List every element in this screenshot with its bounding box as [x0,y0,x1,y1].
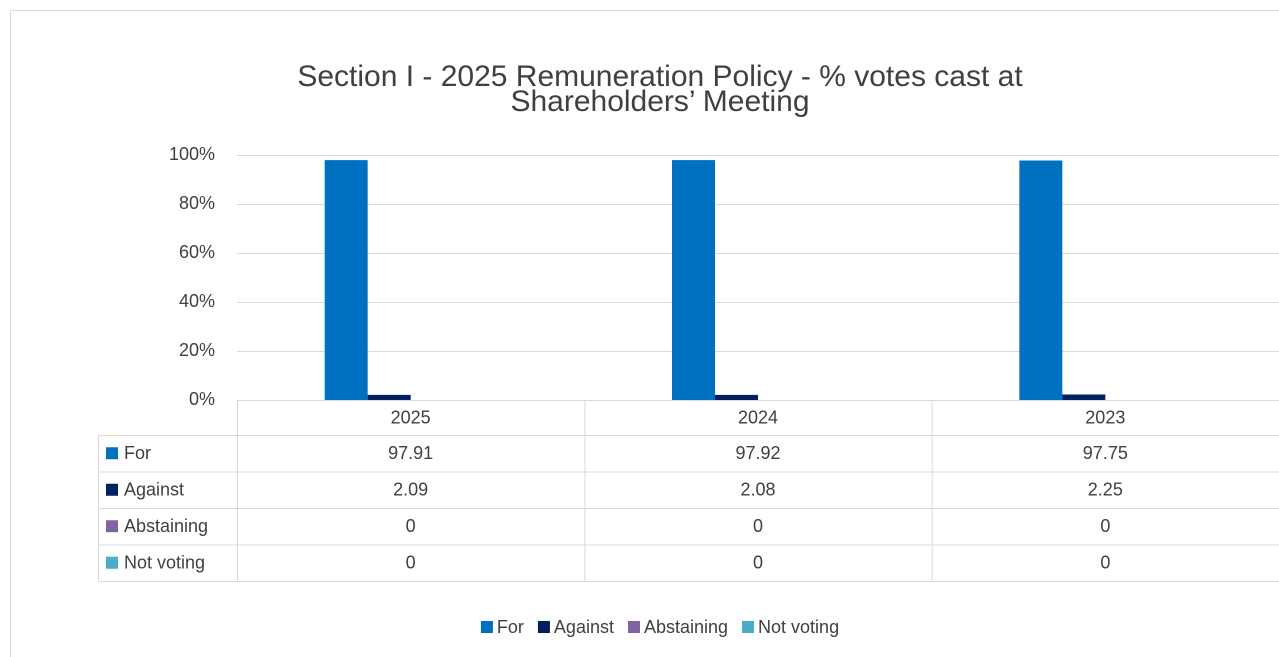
y-tick-label: 0% [189,389,215,409]
table-legend-key [106,556,118,569]
category-label: 2024 [738,407,778,427]
legend-key [627,621,640,633]
legend-key [537,621,550,633]
table-value: 2.08 [740,480,775,500]
table-value: 0 [1100,553,1110,573]
table-value: 97.91 [388,443,433,463]
chart-border [10,10,1279,657]
table-value: 2.09 [393,480,428,500]
table-value: 0 [753,553,763,573]
y-tick-label: 80% [179,193,215,213]
table-value: 97.75 [1083,443,1128,463]
y-tick-label: 100% [169,144,215,164]
bar [672,160,715,400]
table-legend-key [106,447,118,460]
table-value: 0 [406,553,416,573]
legend-key [480,621,493,633]
y-tick-label: 60% [179,242,215,262]
table-value: 0 [1100,516,1110,536]
bar [367,394,411,400]
table-value: 0 [406,516,416,536]
chart-title: Section I - 2025 Remuneration Policy - %… [297,60,1023,93]
legend-label: Abstaining [644,617,728,637]
table-value: 97.92 [735,443,780,463]
table-value: 2.25 [1088,480,1123,500]
category-label: 2023 [1085,407,1125,427]
category-label: 2025 [391,407,431,427]
table-series-label: For [124,443,151,463]
bar [1019,160,1063,400]
table-series-label: Not voting [124,553,205,573]
bar [324,160,368,400]
legend-label: Against [554,617,614,637]
table-legend-key [106,520,118,533]
chart-subtitle: Shareholders’ Meeting [510,85,809,118]
table-legend-key [106,483,118,496]
bar [715,394,758,400]
y-tick-label: 20% [179,340,215,360]
y-tick-label: 40% [179,291,215,311]
bar [1062,394,1106,400]
table-value: 0 [753,516,763,536]
legend-label: Not voting [758,617,839,637]
table-series-label: Abstaining [124,516,208,536]
legend-label: For [497,617,524,637]
table-series-label: Against [124,480,184,500]
legend-key [742,621,755,633]
